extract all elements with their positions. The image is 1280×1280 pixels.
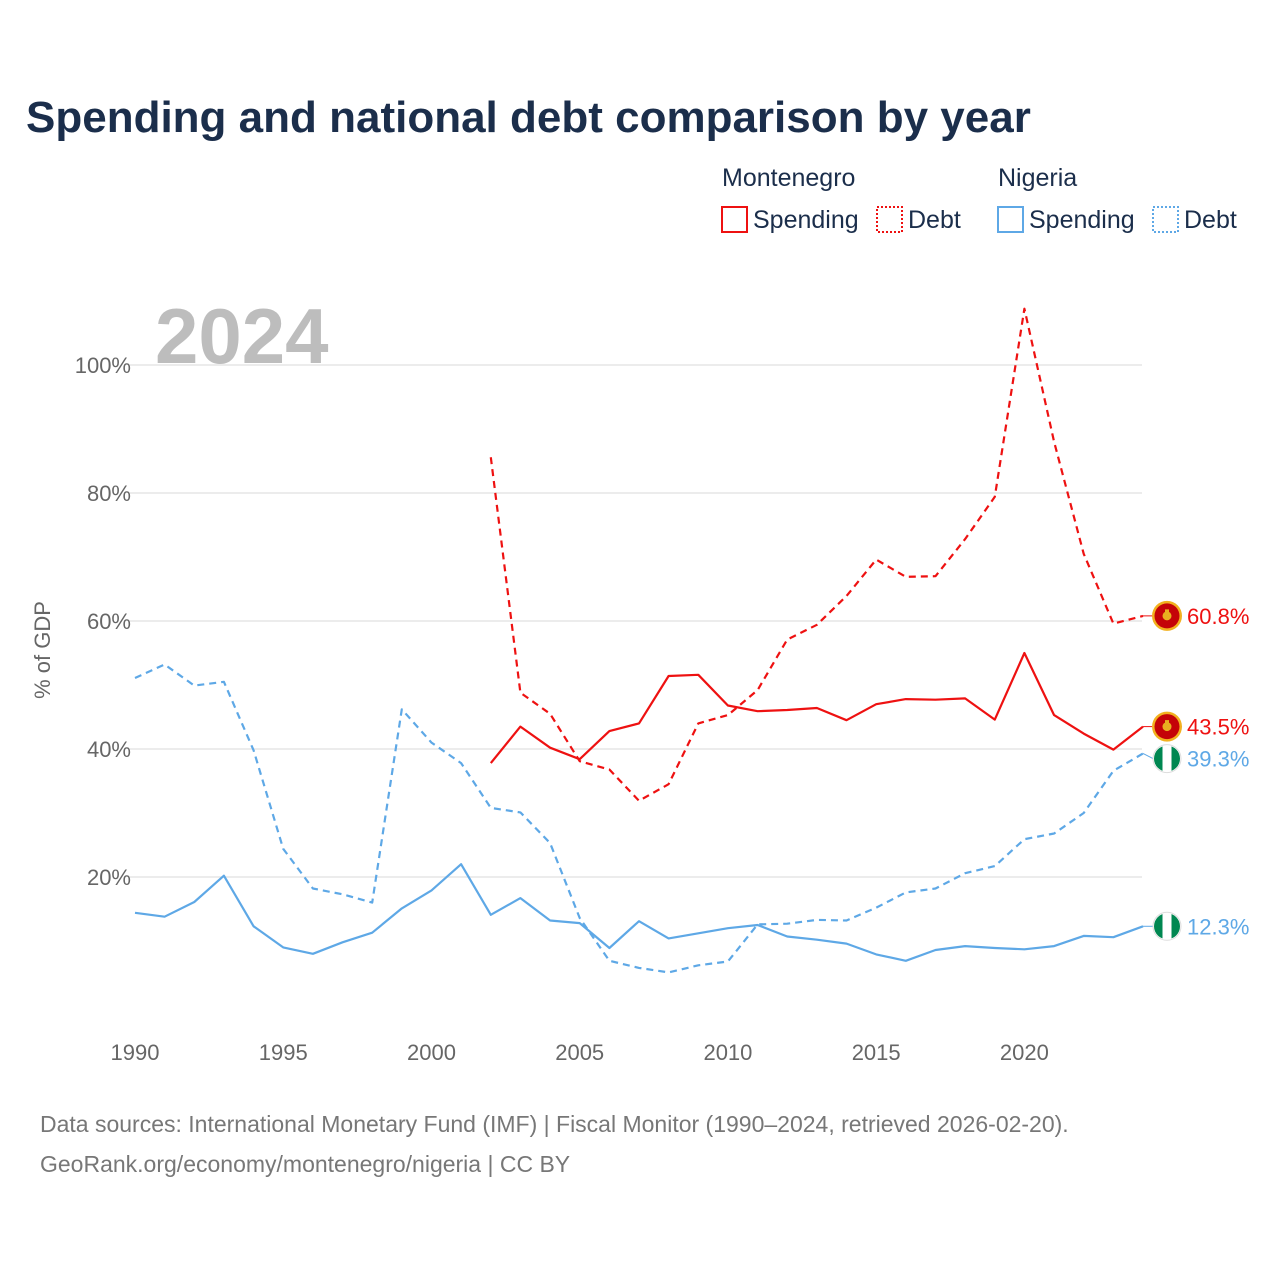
x-tick-label: 2005 bbox=[555, 1040, 604, 1065]
end-label-nigeria-spending: 12.3% bbox=[1187, 914, 1249, 939]
x-tick-label: 2020 bbox=[1000, 1040, 1049, 1065]
legend: Montenegro Spending Debt Nigeria Spendin… bbox=[721, 164, 1237, 234]
end-label-montenegro-debt: 60.8% bbox=[1187, 604, 1249, 629]
x-tick-label: 2015 bbox=[852, 1040, 901, 1065]
end-labels: 60.8% 43.5% 39.3% 12.3% bbox=[1142, 600, 1249, 941]
series-line-montenegro-spending bbox=[489, 651, 1144, 764]
source-line-1: Data sources: International Monetary Fun… bbox=[40, 1111, 1069, 1137]
legend-label-nigeria-debt: Debt bbox=[1184, 206, 1237, 234]
x-axis-ticks: 1990 1995 2000 2005 2010 2015 2020 bbox=[111, 1040, 1049, 1065]
legend-swatch-nigeria-debt bbox=[1152, 206, 1179, 233]
series-line-nigeria-debt bbox=[134, 663, 1144, 974]
montenegro-flag-icon bbox=[1152, 711, 1182, 742]
legend-label-nigeria-spending: Spending bbox=[1029, 206, 1135, 234]
series-lines bbox=[134, 307, 1144, 974]
x-tick-label: 1990 bbox=[111, 1040, 160, 1065]
year-label: 2024 bbox=[155, 292, 329, 380]
legend-label-montenegro-debt: Debt bbox=[908, 206, 961, 234]
y-axis-ticks: 20% 40% 60% 80% 100% bbox=[75, 353, 131, 890]
series-line-nigeria-spending bbox=[134, 863, 1144, 962]
y-tick-label: 20% bbox=[87, 865, 131, 890]
legend-group-montenegro: Montenegro bbox=[722, 164, 855, 192]
nigeria-flag-icon bbox=[1152, 744, 1182, 774]
y-tick-label: 100% bbox=[75, 353, 131, 378]
source-line-2: GeoRank.org/economy/montenegro/nigeria |… bbox=[40, 1151, 570, 1177]
x-tick-label: 2010 bbox=[703, 1040, 752, 1065]
montenegro-flag-icon bbox=[1152, 600, 1182, 631]
legend-swatch-montenegro-spending bbox=[721, 206, 748, 233]
legend-label-montenegro-spending: Spending bbox=[753, 206, 859, 234]
legend-swatch-nigeria-spending bbox=[997, 206, 1024, 233]
gridlines bbox=[130, 364, 1142, 878]
x-tick-label: 2000 bbox=[407, 1040, 456, 1065]
y-tick-label: 60% bbox=[87, 609, 131, 634]
series-line-montenegro-debt bbox=[489, 307, 1144, 802]
y-tick-label: 80% bbox=[87, 481, 131, 506]
end-connector-nigeria-debt bbox=[1142, 753, 1154, 760]
nigeria-flag-icon bbox=[1152, 911, 1182, 941]
legend-group-nigeria: Nigeria bbox=[998, 164, 1077, 192]
end-label-nigeria-debt: 39.3% bbox=[1187, 747, 1249, 772]
y-axis-label: % of GDP bbox=[30, 601, 55, 699]
y-tick-label: 40% bbox=[87, 737, 131, 762]
end-label-montenegro-spending: 43.5% bbox=[1187, 715, 1249, 740]
chart-title: Spending and national debt comparison by… bbox=[26, 93, 1031, 142]
x-tick-label: 1995 bbox=[259, 1040, 308, 1065]
legend-swatch-montenegro-debt bbox=[876, 206, 903, 233]
